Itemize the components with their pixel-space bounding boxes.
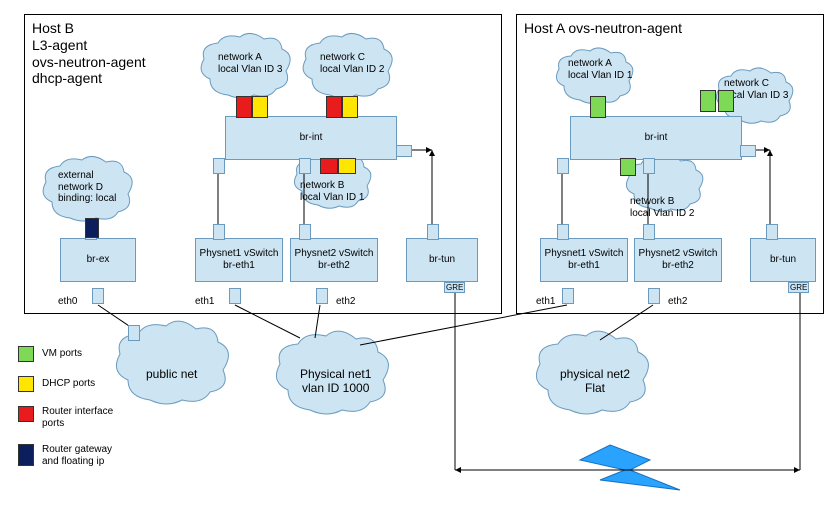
lightning-icon: [580, 445, 680, 490]
a-br-tun-label: br-tun: [751, 254, 815, 266]
nub: [92, 288, 104, 304]
nub: [128, 325, 140, 341]
label-a-eth1: eth1: [536, 296, 555, 308]
nub: [562, 288, 574, 304]
b-br-int: br-int: [225, 116, 397, 160]
label-phys2: physical net2 Flat: [560, 368, 630, 396]
b-br-int-label: br-int: [226, 132, 396, 144]
label-a-netb: network B local Vlan ID 2: [630, 196, 694, 219]
a-br-int: br-int: [570, 116, 742, 160]
a-phys1-label: Physnet1 vSwitch br-eth1: [541, 248, 627, 272]
a-phys2: Physnet2 vSwitch br-eth2: [634, 238, 722, 282]
nub: [766, 224, 778, 240]
nub: [643, 224, 655, 240]
b-br-tun: br-tun: [406, 238, 478, 282]
a-br-tun: br-tun: [750, 238, 816, 282]
label-b-eth0: eth0: [58, 296, 77, 308]
port-dhcp: [342, 96, 358, 118]
label-a-neta: network A local Vlan ID 1: [568, 58, 632, 81]
label-b-neta: network A local Vlan ID 3: [218, 52, 282, 75]
nub: [316, 288, 328, 304]
legend-dhcp-label: DHCP ports: [42, 378, 95, 390]
legend-rgw-label: Router gateway and floating ip: [42, 444, 112, 468]
nub: [213, 224, 225, 240]
port-router-if: [326, 96, 342, 118]
legend-rif-swatch: [18, 406, 34, 422]
nub: [299, 158, 311, 174]
nub: [557, 158, 569, 174]
b-phys1-label: Physnet1 vSwitch br-eth1: [196, 248, 282, 272]
port-vm: [718, 90, 734, 112]
legend-vm-swatch: [18, 346, 34, 362]
nub: [229, 288, 241, 304]
nub: [396, 145, 412, 157]
port-router-if: [320, 158, 338, 174]
nub: [299, 224, 311, 240]
port-vm: [590, 96, 606, 118]
legend-rif-label: Router interface ports: [42, 406, 113, 430]
label-b-eth1: eth1: [195, 296, 214, 308]
nub: [557, 224, 569, 240]
nub: [427, 224, 439, 240]
legend-vm-label: VM ports: [42, 348, 82, 360]
port-dhcp: [338, 158, 356, 174]
a-br-int-label: br-int: [571, 132, 741, 144]
a-gre: GRE: [788, 282, 809, 293]
label-phys1: Physical net1 vlan ID 1000: [300, 368, 371, 396]
label-b-netc: network C local Vlan ID 2: [320, 52, 384, 75]
label-b-eth2: eth2: [336, 296, 355, 308]
label-b-extd: external network D binding: local: [58, 170, 116, 205]
a-phys1: Physnet1 vSwitch br-eth1: [540, 238, 628, 282]
port-vm: [620, 158, 636, 176]
legend-rgw-swatch: [18, 444, 34, 466]
b-phys2: Physnet2 vSwitch br-eth2: [290, 238, 378, 282]
b-gre: GRE: [444, 282, 465, 293]
port-vm: [700, 90, 716, 112]
b-phys1: Physnet1 vSwitch br-eth1: [195, 238, 283, 282]
b-br-ex-label: br-ex: [61, 254, 135, 266]
a-phys2-label: Physnet2 vSwitch br-eth2: [635, 248, 721, 272]
b-br-tun-label: br-tun: [407, 254, 477, 266]
nub: [648, 288, 660, 304]
port-router-if: [236, 96, 252, 118]
nub: [213, 158, 225, 174]
nub: [643, 158, 655, 174]
label-public: public net: [146, 368, 197, 382]
label-b-netb: network B local Vlan ID 1: [300, 180, 364, 203]
b-br-ex: br-ex: [60, 238, 136, 282]
label-a-eth2: eth2: [668, 296, 687, 308]
legend: VM ports DHCP ports Router interface por…: [18, 346, 113, 468]
port-router-gw: [85, 218, 99, 238]
b-phys2-label: Physnet2 vSwitch br-eth2: [291, 248, 377, 272]
legend-dhcp-swatch: [18, 376, 34, 392]
nub: [740, 145, 756, 157]
port-dhcp: [252, 96, 268, 118]
